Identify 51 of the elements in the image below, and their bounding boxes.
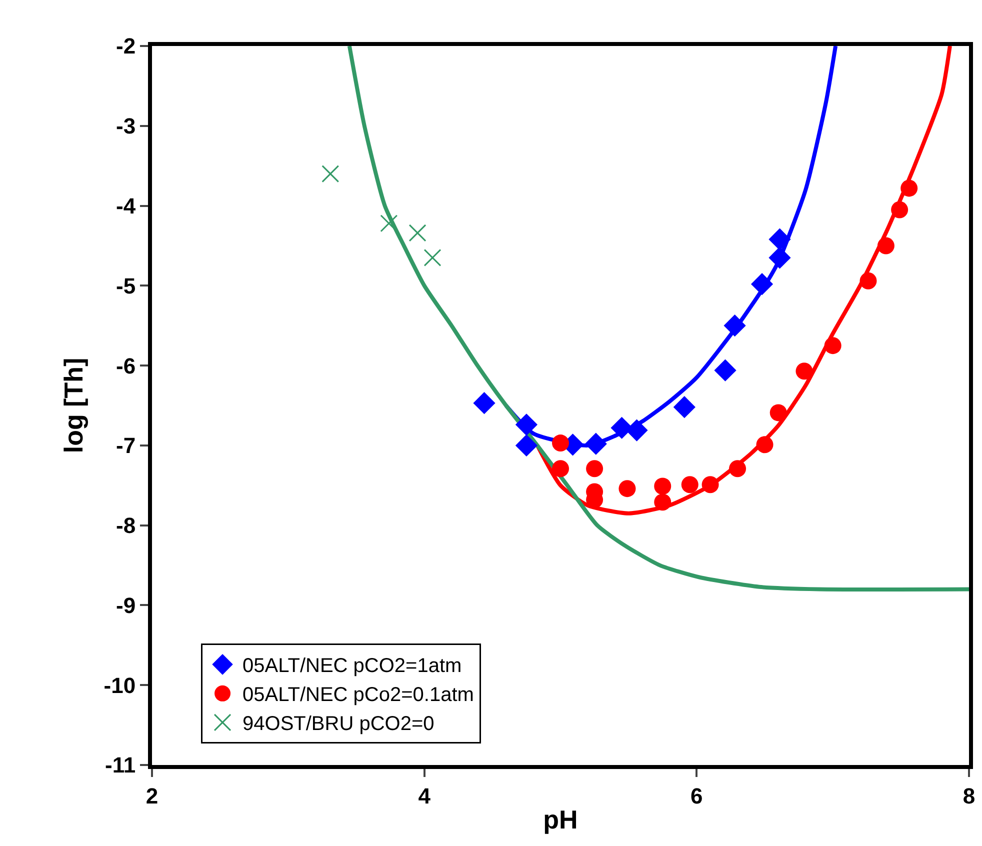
point	[515, 414, 538, 436]
point	[584, 432, 607, 455]
point	[552, 434, 569, 452]
point	[322, 165, 340, 183]
point	[900, 180, 918, 197]
y-tick-label: -8	[116, 513, 136, 538]
point	[408, 224, 426, 242]
point	[860, 272, 877, 290]
point	[796, 362, 813, 380]
y-tick-label: -9	[116, 592, 136, 618]
y-tick-label: -4	[116, 193, 136, 218]
y-tick-label: -7	[116, 433, 136, 458]
y-tick-label: -3	[116, 114, 136, 139]
legend-label: 05ALT/NEC pCO2=1atm	[242, 655, 462, 678]
point	[824, 337, 842, 354]
legend-label: 05ALT/NEC pCo2=0.1atm	[242, 684, 474, 706]
point	[768, 228, 791, 250]
y-tick-label: -6	[116, 353, 136, 378]
point	[681, 476, 698, 494]
point	[654, 494, 672, 511]
y-tick-label: -5	[116, 273, 136, 298]
point	[877, 237, 894, 254]
point	[714, 359, 736, 382]
point	[891, 201, 908, 218]
x-axis-title: pH	[543, 804, 578, 835]
point	[729, 460, 746, 478]
y-tick-label: -2	[116, 34, 136, 59]
x-tick-label: 8	[962, 783, 976, 808]
legend-label: 94OST/BRU pCO2=0	[242, 713, 434, 736]
x-tick-label: 6	[690, 783, 703, 808]
line-series	[347, 46, 969, 592]
y-tick-label: -10	[104, 672, 136, 698]
point	[473, 392, 496, 414]
point	[770, 404, 787, 422]
x-tick-label: 4	[418, 783, 432, 808]
point	[424, 248, 442, 266]
point	[750, 273, 774, 296]
point	[702, 476, 719, 494]
point	[724, 314, 746, 337]
point	[768, 246, 791, 269]
point	[756, 436, 774, 454]
y-tick-label: -11	[105, 752, 136, 778]
point	[618, 480, 636, 498]
point	[586, 460, 604, 478]
point	[673, 396, 696, 418]
point	[552, 460, 569, 478]
point	[515, 434, 538, 456]
y-axis-title: log [Th]	[58, 358, 89, 454]
point	[654, 478, 672, 495]
x-tick-label: 2	[146, 783, 158, 808]
point	[380, 214, 398, 232]
